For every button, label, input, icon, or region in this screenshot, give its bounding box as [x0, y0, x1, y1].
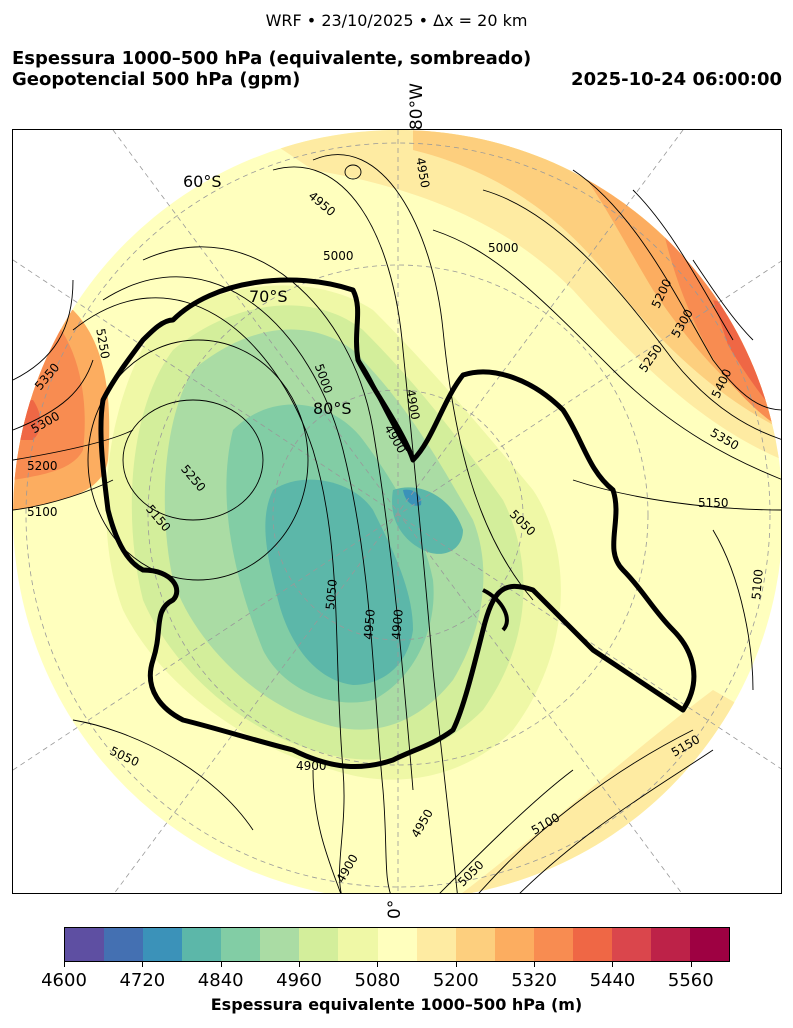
colorbar-tick [220, 962, 222, 967]
title-line-1: Espessura 1000–500 hPa (equivalente, som… [12, 48, 532, 69]
plot-title: Espessura 1000–500 hPa (equivalente, som… [12, 48, 531, 90]
lat-label-60: 60°S [183, 172, 222, 191]
colorbar-tick-label: 5200 [432, 970, 479, 991]
colorbar-segment [338, 928, 378, 961]
lat-labels: 60°S 70°S 80°S [183, 172, 352, 418]
lat-label-80: 80°S [313, 399, 352, 418]
contour-label: 4900 [403, 388, 422, 421]
contour-label: 4950 [413, 157, 432, 190]
colorbar-segment [260, 928, 300, 961]
title-line-2: Geopotencial 500 hPa (gpm) [12, 69, 301, 90]
contour-label: 5100 [749, 569, 766, 601]
colorbar-tick-label: 4960 [276, 970, 322, 991]
colorbar-segment [299, 928, 339, 961]
contour-label: 5000 [323, 249, 354, 263]
colorbar-segment [572, 928, 612, 961]
contour-label: 5250 [93, 327, 112, 360]
colorbar-segment [455, 928, 495, 961]
lat-label-70: 70°S [249, 287, 288, 306]
contour-label: 5050 [323, 579, 340, 611]
colorbar-tick [299, 962, 301, 967]
colorbar-segment [611, 928, 651, 961]
colorbar-tick-label: 4600 [41, 970, 87, 991]
lon-label-180: 180°W [406, 83, 427, 141]
colorbar-tick-label: 4720 [119, 970, 166, 991]
colorbar-tick [534, 962, 536, 967]
colorbar-ticks: 4600 4720 4840 4960 5080 5200 5320 5440 5560 [41, 962, 730, 1002]
colorbar-segment [650, 928, 690, 961]
colorbar-tick [142, 962, 144, 967]
colorbar-tick [455, 962, 457, 967]
contour-label: 5150 [698, 496, 729, 510]
colorbar-segment [65, 928, 105, 961]
colorbar-segment [182, 928, 222, 961]
colorbar-tick [612, 962, 614, 967]
colorbar-segment [104, 928, 144, 961]
map-panel[interactable]: 4950 5000 4950 4900 4900 5250 5350 5300 … [12, 129, 782, 894]
colorbar-label: Espessura equivalente 1000–500 hPa (m) [210, 995, 583, 1014]
colorbar-segment [533, 928, 573, 961]
colorbar-tick-label: 5560 [667, 970, 714, 991]
colorbar-segment [690, 928, 730, 961]
colorbar-tick [377, 962, 379, 967]
map-canvas: 4950 5000 4950 4900 4900 5250 5350 5300 … [13, 130, 781, 893]
colorbar-segment [416, 928, 456, 961]
contour-label: 4950 [361, 609, 378, 641]
colorbar-segment [494, 928, 534, 961]
colorbar-segment [377, 928, 417, 961]
contour-label: 5000 [488, 241, 519, 255]
contour-label: 4900 [296, 759, 327, 773]
figure-suptitle: WRF • 23/10/2025 • Δx = 20 km [265, 11, 528, 30]
contour-label: 4900 [389, 609, 406, 641]
colorbar [64, 927, 730, 962]
lon-label-0: 0° [385, 899, 405, 919]
colorbar-tick-label: 4840 [197, 970, 244, 991]
colorbar-tick [64, 962, 65, 967]
colorbar-segment [221, 928, 261, 961]
contour-label: 5100 [27, 505, 58, 519]
colorbar-tick-label: 5320 [511, 970, 558, 991]
antarctica-coastline [98, 277, 697, 769]
thickness-field [13, 130, 781, 893]
colorbar-tick [690, 962, 692, 967]
contour-label: 5200 [27, 459, 58, 473]
valid-time: 2025-10-24 06:00:00 [571, 69, 782, 90]
colorbar-tick-label: 5440 [589, 970, 636, 991]
colorbar-tick-label: 5080 [354, 970, 401, 991]
colorbar-segment [143, 928, 183, 961]
